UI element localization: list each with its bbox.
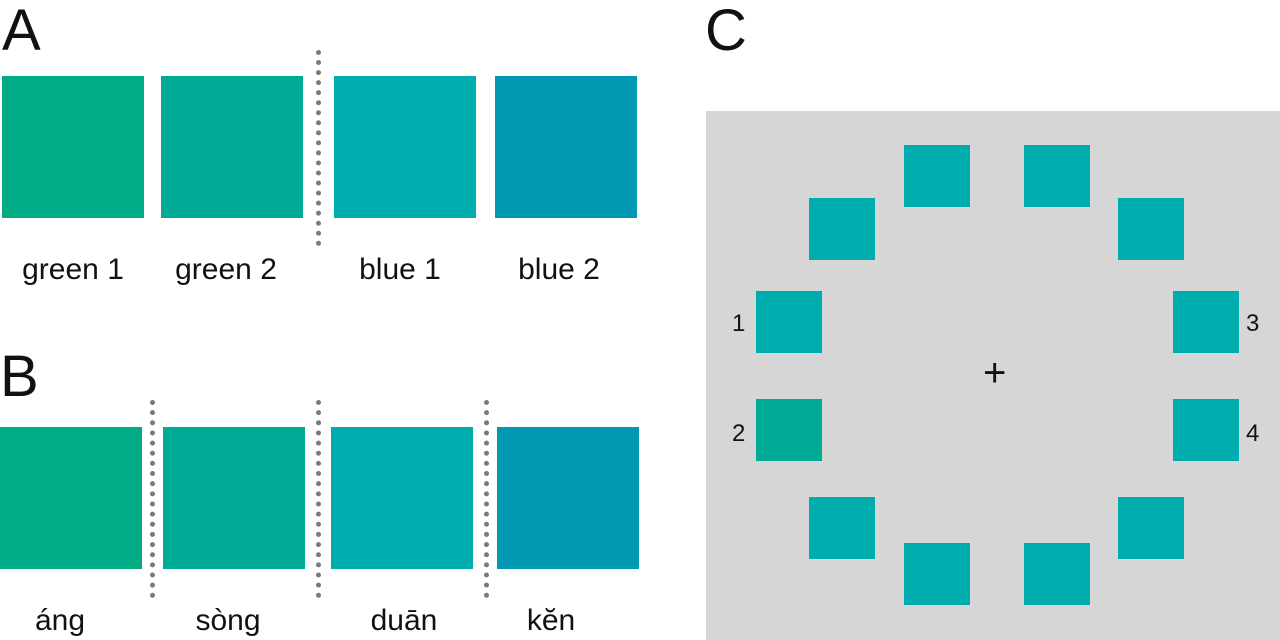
- swatch-song: [163, 427, 305, 569]
- ring-square-upper-left: [809, 198, 875, 260]
- ring-square-4: [1173, 399, 1239, 461]
- swatch-duan: [331, 427, 473, 569]
- divider-b-1: [150, 400, 155, 598]
- panel-c-letter: C: [705, 0, 747, 63]
- panel-b-letter: B: [0, 344, 39, 409]
- ring-square-3: [1173, 291, 1239, 353]
- search-display: + 1 2 3 4: [706, 111, 1280, 640]
- swatch-blue-2: [495, 76, 637, 218]
- ring-square-2: [756, 399, 822, 461]
- location-number-1: 1: [732, 310, 746, 337]
- divider-a: [316, 50, 321, 246]
- ring-square-upper-right: [1118, 198, 1184, 260]
- divider-b-2: [316, 400, 321, 598]
- ring-square-bottom-right: [1024, 543, 1090, 605]
- swatch-green-1: [2, 76, 144, 218]
- ring-square-lower-left: [809, 497, 875, 559]
- panel-a-letter: A: [2, 0, 41, 63]
- ring-square-bottom-left: [904, 543, 970, 605]
- ring-square-1: [756, 291, 822, 353]
- label-song: sòng: [195, 604, 261, 637]
- divider-b-3: [484, 400, 489, 598]
- label-ang: áng: [34, 604, 86, 637]
- swatch-green-2: [161, 76, 303, 218]
- swatch-blue-1: [334, 76, 476, 218]
- location-number-3: 3: [1246, 310, 1260, 337]
- swatch-ang: [0, 427, 142, 569]
- swatch-ken: [497, 427, 639, 569]
- ring-square-lower-right: [1118, 497, 1184, 559]
- label-blue-1: blue 1: [359, 253, 441, 286]
- location-number-4: 4: [1246, 420, 1260, 447]
- label-blue-2: blue 2: [518, 253, 600, 286]
- ring-square-top-left: [904, 145, 970, 207]
- ring-square-top-right: [1024, 145, 1090, 207]
- location-number-2: 2: [732, 420, 746, 447]
- fixation-cross: +: [983, 351, 1007, 395]
- label-green-2: green 2: [175, 253, 277, 286]
- label-ken: kĕn: [526, 604, 576, 637]
- label-green-1: green 1: [22, 253, 124, 286]
- label-duan: duān: [370, 604, 438, 637]
